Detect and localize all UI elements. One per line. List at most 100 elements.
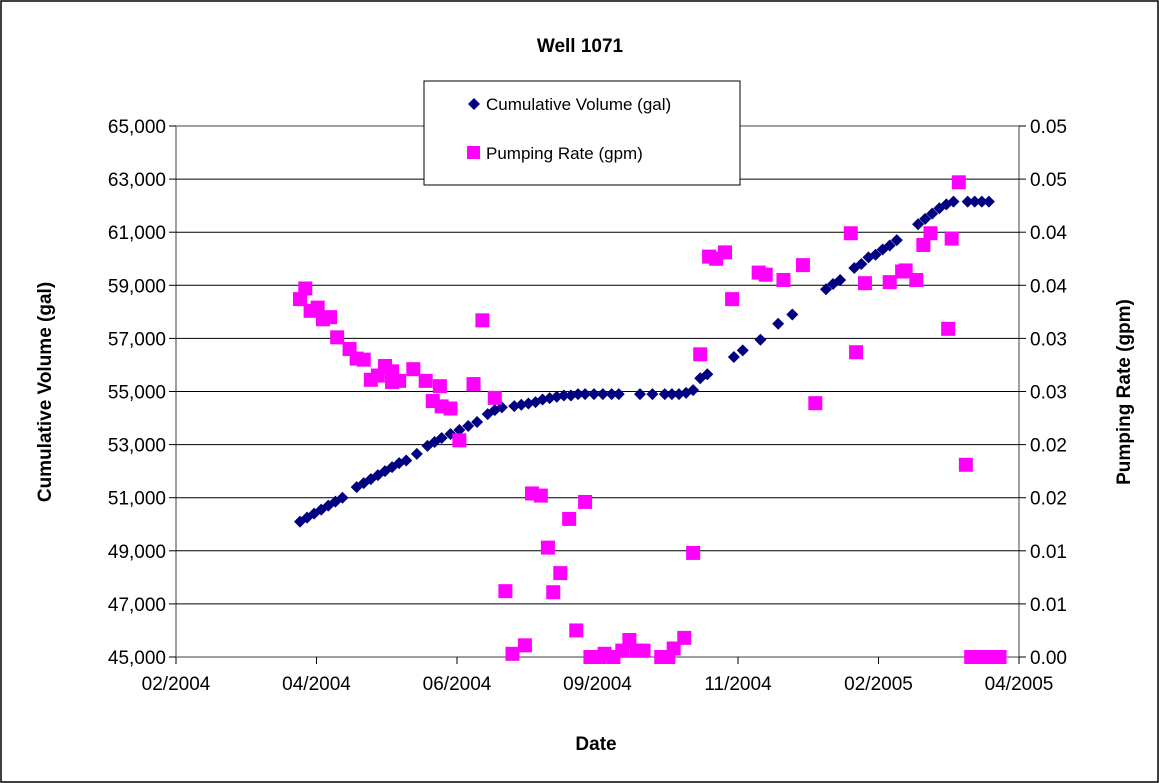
cumulative-volume-point bbox=[557, 389, 570, 402]
pumping-rate-point bbox=[505, 646, 520, 661]
pumping-rate-point bbox=[849, 345, 864, 360]
pumping-rate-point bbox=[725, 292, 740, 307]
gridlines bbox=[176, 178, 1019, 605]
y-left-tick-label: 65,000 bbox=[108, 117, 166, 138]
cumulative-volume-point bbox=[572, 388, 585, 401]
x-tick-label: 02/2004 bbox=[142, 674, 211, 695]
pumping-rate-point bbox=[540, 540, 555, 555]
pumping-rate-point bbox=[562, 511, 577, 526]
x-tick-label: 02/2005 bbox=[844, 674, 913, 695]
cumulative-volume-point bbox=[435, 431, 448, 444]
pumping-rate-point bbox=[432, 379, 447, 394]
pumping-rate-point bbox=[517, 638, 532, 653]
pumping-rate-point bbox=[622, 633, 637, 648]
chart-title: Well 1071 bbox=[537, 36, 624, 57]
cumulative-volume-point bbox=[612, 388, 625, 401]
pumping-rate-point bbox=[452, 433, 467, 448]
cumulative-volume-point bbox=[869, 248, 882, 261]
x-tick-label: 09/2004 bbox=[563, 674, 632, 695]
cumulative-volume-point bbox=[968, 195, 981, 208]
pumping-rate-point bbox=[951, 175, 966, 190]
cumulative-volume-point bbox=[596, 388, 609, 401]
legend-label-pumping-rate: Pumping Rate (gpm) bbox=[486, 144, 643, 163]
x-tick-label: 06/2004 bbox=[423, 674, 492, 695]
pumping-rate-point bbox=[944, 231, 959, 246]
cumulative-volume-point bbox=[819, 283, 832, 296]
y-right-tick-label: 0.05 bbox=[1030, 117, 1067, 138]
legend-box bbox=[423, 80, 741, 186]
y-left-tick-label: 45,000 bbox=[108, 648, 166, 669]
pumping-rate-point bbox=[923, 226, 938, 241]
pumping-rate-point bbox=[546, 585, 561, 600]
pumping-rate-point bbox=[843, 226, 858, 241]
cumulative-volume-point bbox=[701, 368, 714, 381]
cumulative-volume-point bbox=[336, 491, 349, 504]
pumping-rate-point bbox=[758, 267, 773, 282]
y-right-tick-label: 0.00 bbox=[1030, 648, 1067, 669]
y-right-tick-label: 0.01 bbox=[1030, 542, 1067, 563]
cumulative-volume-point bbox=[462, 420, 475, 433]
y-left-tick-label: 55,000 bbox=[108, 383, 166, 404]
pumping-rate-point bbox=[795, 258, 810, 273]
cumulative-volume-point bbox=[727, 350, 740, 363]
y-right-tick-label: 0.04 bbox=[1030, 223, 1067, 244]
legend-label-cumulative-volume: Cumulative Volume (gal) bbox=[486, 95, 671, 114]
x-axis-title: Date bbox=[575, 734, 616, 755]
cumulative-volume-point bbox=[634, 388, 647, 401]
cumulative-volume-point bbox=[687, 384, 700, 397]
cumulative-volume-point bbox=[786, 308, 799, 321]
axes: 45,000 0.00 47,000 0.01 49,000 0.01 51,000 0.02… bbox=[108, 117, 1068, 695]
pumping-rate-point bbox=[569, 623, 584, 638]
pumping-rate-point bbox=[686, 545, 701, 560]
cumulative-volume-point bbox=[579, 388, 592, 401]
pumping-rate-point bbox=[298, 281, 313, 296]
pumping-rate-point bbox=[323, 310, 338, 325]
y-right-tick-label: 0.05 bbox=[1030, 170, 1067, 191]
cumulative-volume-point bbox=[772, 317, 785, 330]
cumulative-volume-point bbox=[453, 423, 466, 436]
cumulative-volume-point bbox=[926, 207, 939, 220]
legend: Cumulative Volume (gal) Pumping Rate (gp… bbox=[423, 80, 741, 186]
pumping-rate-point bbox=[666, 641, 681, 656]
pumping-rate-point bbox=[808, 396, 823, 411]
cumulative-volume-point bbox=[855, 258, 868, 271]
pumping-rate-point bbox=[330, 330, 345, 345]
pumping-rate-point bbox=[475, 313, 490, 328]
cumulative-volume-point bbox=[646, 388, 659, 401]
pumping-rate-point bbox=[406, 362, 421, 377]
pumping-rate-point bbox=[487, 390, 502, 405]
pumping-rate-point bbox=[498, 584, 513, 599]
y-right-tick-label: 0.04 bbox=[1030, 276, 1067, 297]
y-left-tick-label: 53,000 bbox=[108, 436, 166, 457]
y-left-tick-label: 51,000 bbox=[108, 489, 166, 510]
pumping-rate-point bbox=[356, 352, 371, 367]
y-right-tick-label: 0.03 bbox=[1030, 383, 1067, 404]
cumulative-volume-point bbox=[975, 195, 988, 208]
cumulative-volume-point bbox=[736, 344, 749, 357]
cumulative-volume-point bbox=[410, 447, 423, 460]
pumping-rate-point bbox=[553, 566, 568, 581]
pumping-rate-point bbox=[310, 300, 325, 315]
pumping-rate-point bbox=[941, 321, 956, 336]
cumulative-volume-point bbox=[587, 388, 600, 401]
pumping-rate-point bbox=[636, 643, 651, 658]
pumping-rate-point bbox=[916, 237, 931, 252]
cumulative-volume-point bbox=[912, 218, 925, 231]
y-right-tick-label: 0.03 bbox=[1030, 329, 1067, 350]
pumping-rate-point bbox=[533, 488, 548, 503]
pumping-rate-point bbox=[992, 650, 1007, 664]
legend-marker-pumping-rate bbox=[467, 146, 480, 159]
y-left-tick-label: 59,000 bbox=[108, 276, 166, 297]
pumping-rate-point bbox=[958, 457, 973, 472]
pumping-rate-point bbox=[443, 401, 458, 416]
y-left-tick-label: 57,000 bbox=[108, 329, 166, 350]
pumping-rate-point bbox=[693, 347, 708, 362]
x-tick-label: 11/2004 bbox=[704, 674, 772, 695]
pumping-rate-point bbox=[909, 272, 924, 287]
pumping-rate-point bbox=[292, 292, 307, 307]
cumulative-volume-point bbox=[982, 195, 995, 208]
pumping-rate-point bbox=[418, 373, 433, 388]
y-left-tick-label: 63,000 bbox=[108, 170, 166, 191]
y-left-tick-label: 47,000 bbox=[108, 595, 166, 616]
